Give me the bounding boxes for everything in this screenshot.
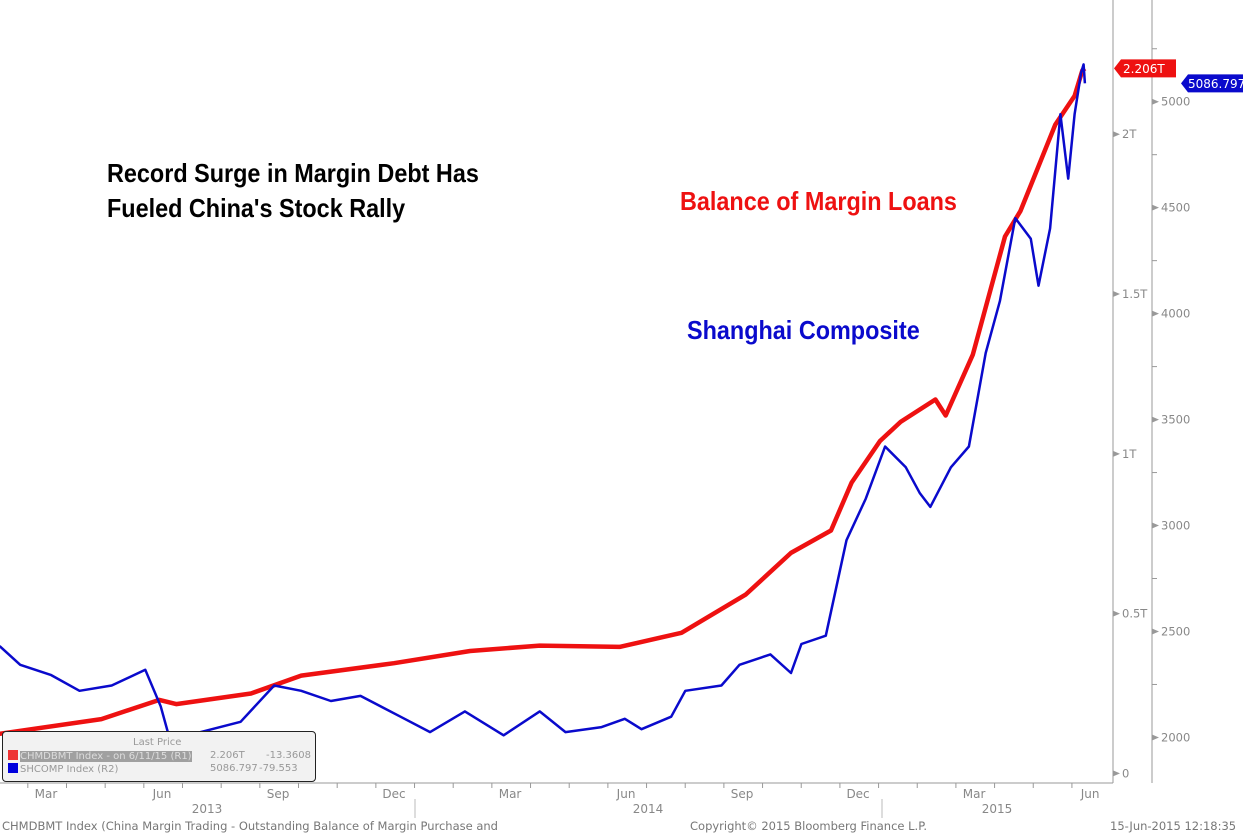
x-tick-label: Sep [731,787,754,801]
r2-tick-label: 3500 [1161,413,1190,427]
footer-description: CHMDBMT Index (China Margin Trading - Ou… [2,819,498,833]
legend-value: 2.206T [210,750,245,761]
legend-label: SHCOMP Index (R2) [20,764,119,775]
legend-row-chmdbmt[interactable]: CHMDBMT Index - on 6/11/15 (R1) [8,750,192,762]
legend-value: 5086.797 [210,763,258,774]
r1-tick [1113,131,1120,138]
r2-tick-label: 2500 [1161,624,1190,638]
last-value-tag-r2 [1181,74,1243,93]
r1-tick-label: 2T [1122,127,1137,141]
r2-tick-label: 5000 [1161,95,1190,109]
r2-tick-label: 3000 [1161,519,1190,533]
title-line-1: Record Surge in Margin Debt Has [107,158,479,188]
r2-tick [1152,734,1159,741]
r2-tick [1152,98,1159,105]
x-tick-label: Jun [152,787,172,801]
series-label-margin-loans: Balance of Margin Loans [680,186,957,216]
r1-tick-label: 1.5T [1122,287,1148,301]
x-tick-label: Jun [616,787,636,801]
series-line-shanghai-composite [0,63,1087,745]
legend-change: -13.3608 [266,750,311,761]
legend-swatch-red [8,750,18,760]
x-tick-label: Dec [846,787,869,801]
legend: Last Price CHMDBMT Index - on 6/11/15 (R… [2,731,316,782]
r2-tick-label: 4500 [1161,201,1190,215]
year-label: 2015 [982,802,1013,816]
r2-tick [1152,204,1159,211]
year-label: 2013 [192,802,223,816]
r1-tick [1113,610,1120,617]
legend-change: -79.553 [259,763,298,774]
r1-tick [1113,291,1120,298]
x-tick-label: Mar [499,787,522,801]
footer-copyright: Copyright© 2015 Bloomberg Finance L.P. [690,819,927,833]
year-label: 2014 [633,802,664,816]
r2-tick [1152,522,1159,529]
r1-tick [1113,770,1120,777]
legend-header: Last Price [133,737,182,748]
legend-label: CHMDBMT Index - on 6/11/15 (R1) [20,751,192,762]
r2-tick [1152,416,1159,423]
r2-tick [1152,628,1159,635]
legend-row-shcomp[interactable]: SHCOMP Index (R2) [8,763,118,775]
x-tick-label: Mar [963,787,986,801]
x-tick-label: Dec [382,787,405,801]
r2-tick-label: 2000 [1161,730,1190,744]
last-value-r1: 2.206T [1123,62,1165,76]
r1-tick-label: 1T [1122,447,1137,461]
r1-tick-label: 0.5T [1122,607,1148,621]
r2-tick [1152,310,1159,317]
chart-title: Record Surge in Margin Debt Has Fueled C… [107,156,479,226]
title-line-2: Fueled China's Stock Rally [107,193,406,223]
series-label-shanghai-composite: Shanghai Composite [687,315,920,345]
r1-tick-label: 0 [1122,766,1129,780]
series-line-margin-loans [0,66,1087,737]
r2-tick-label: 4000 [1161,307,1190,321]
footer-timestamp: 15-Jun-2015 12:18:35 [1110,819,1237,833]
last-value-r2: 5086.797 [1188,77,1243,91]
x-tick-label: Jun [1080,787,1100,801]
x-tick-label: Sep [267,787,290,801]
last-value-tag-r1 [1114,59,1176,78]
legend-swatch-blue [8,763,18,773]
r1-tick [1113,450,1120,457]
x-tick-label: Mar [35,787,58,801]
